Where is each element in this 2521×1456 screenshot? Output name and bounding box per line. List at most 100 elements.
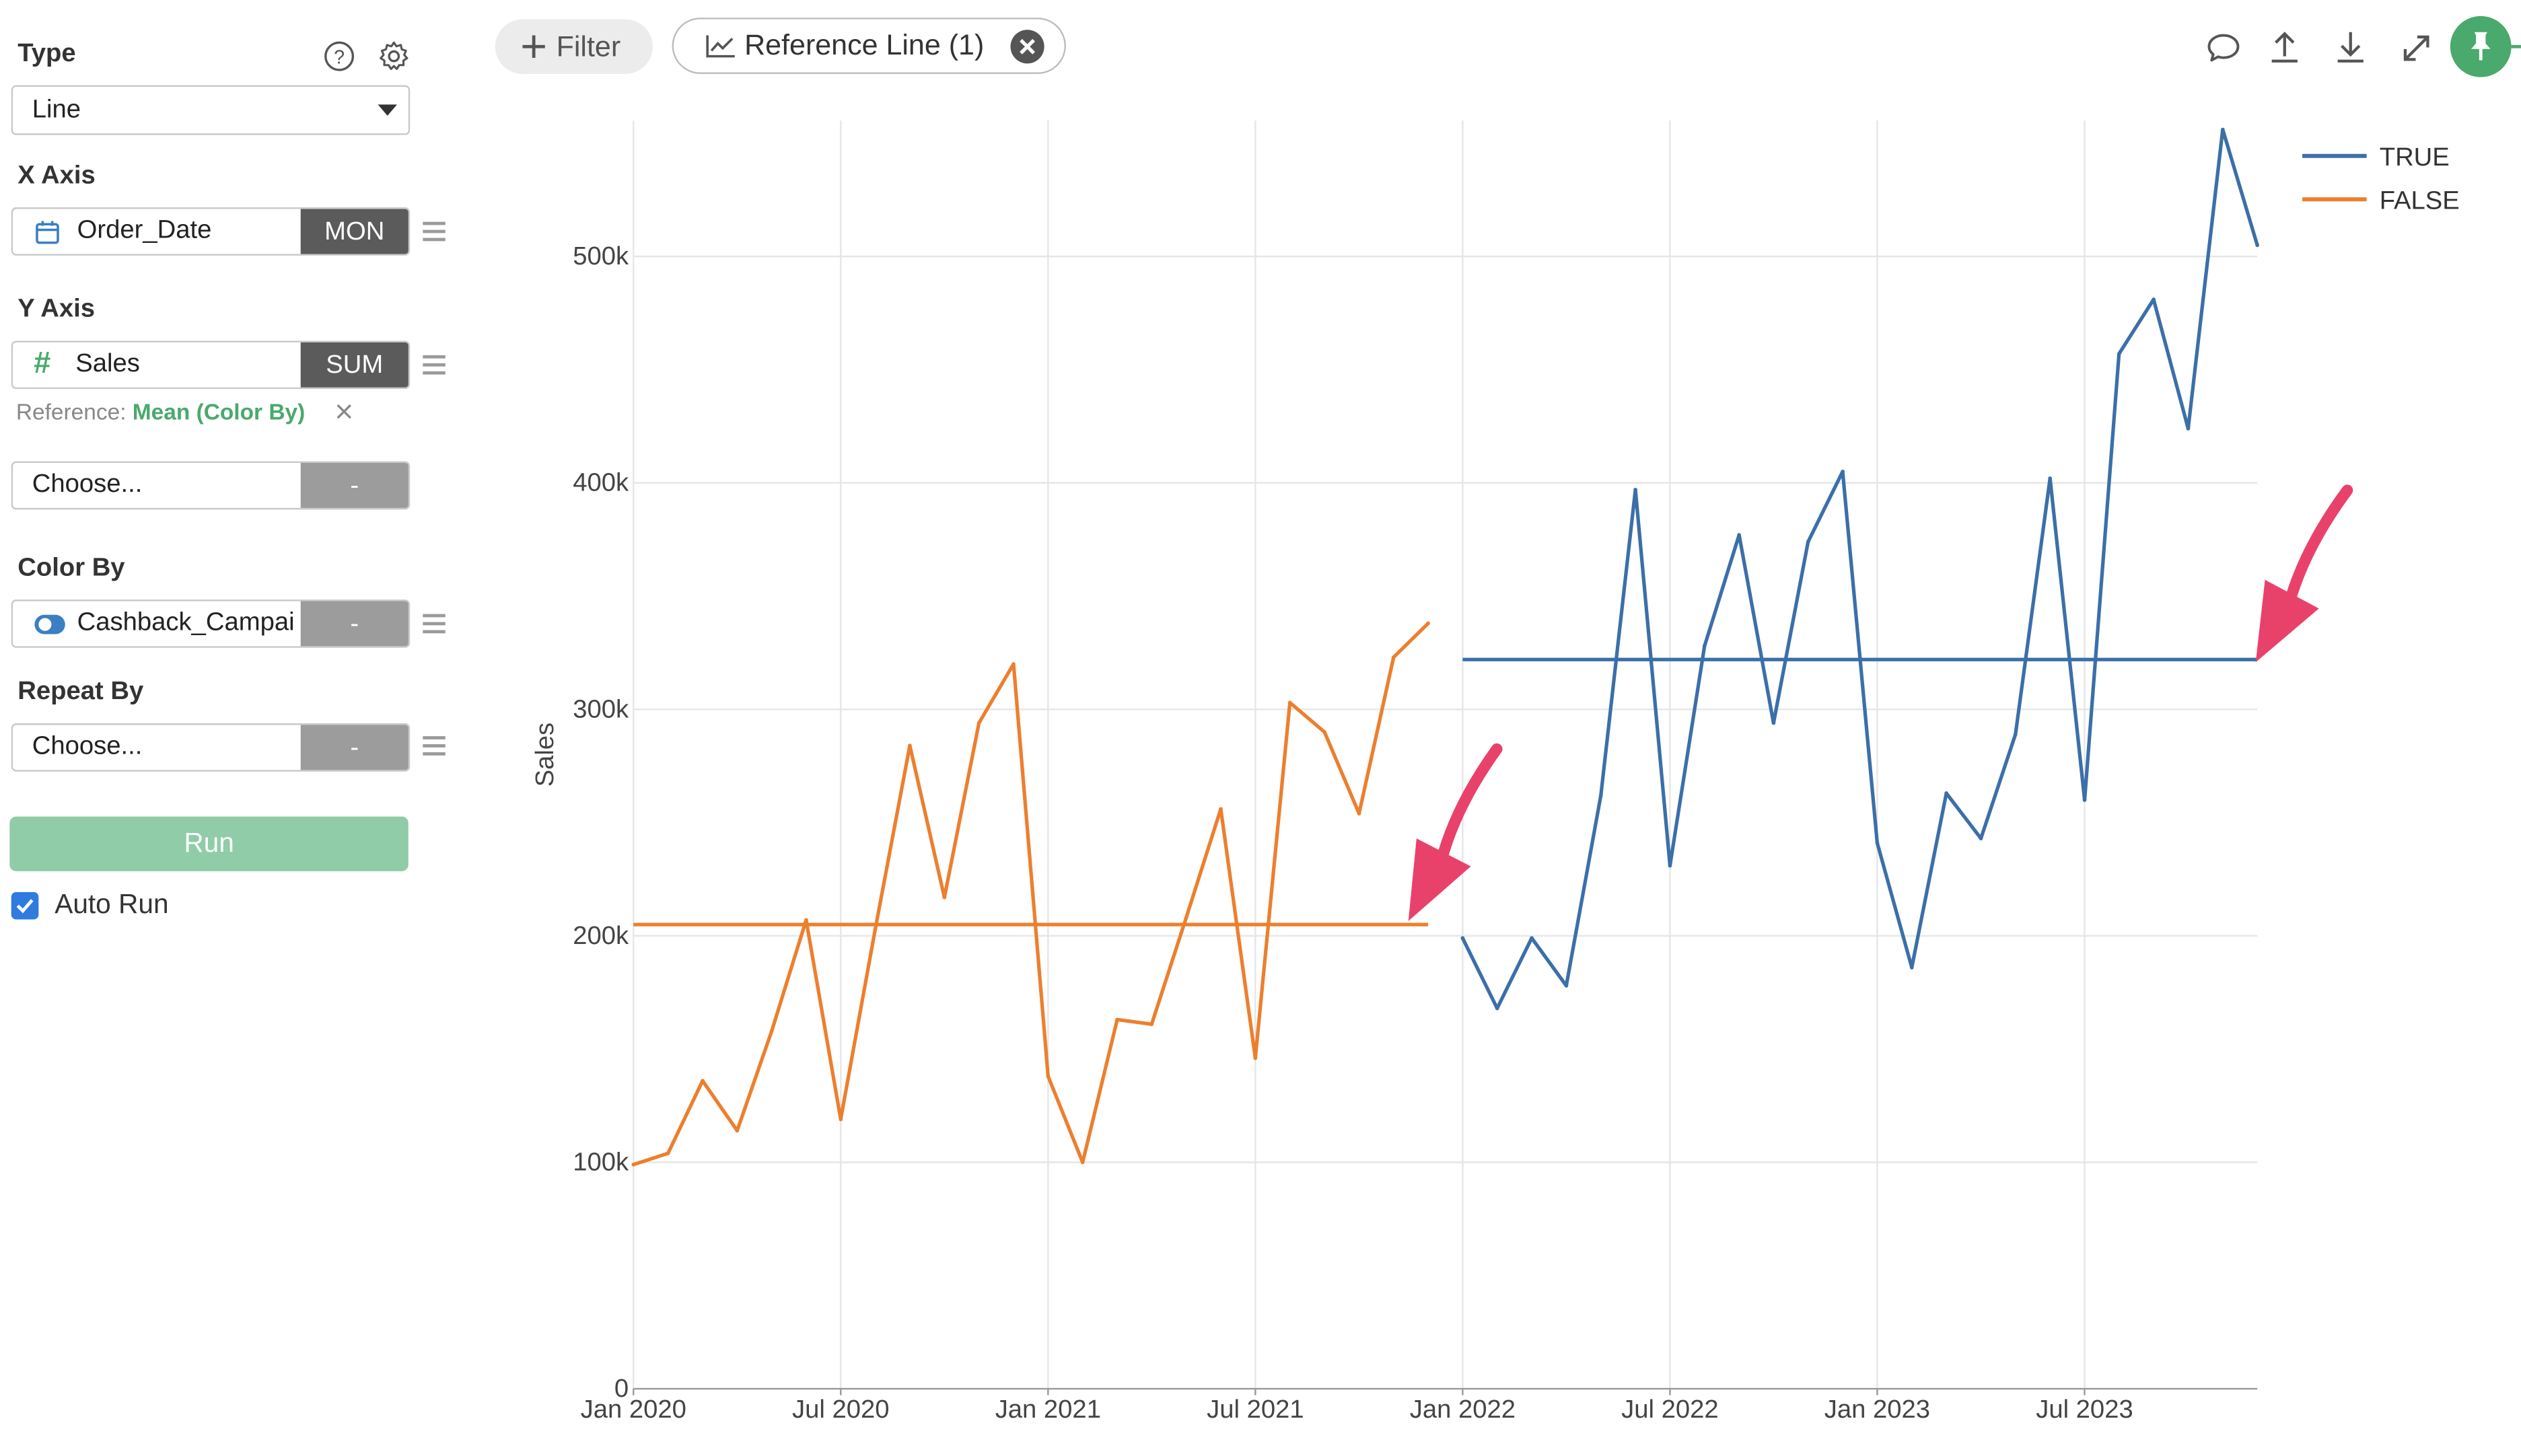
y-axis-field[interactable]: # Sales SUM (11, 340, 411, 390)
data-point (1530, 936, 1534, 941)
x-tick-label: Jan 2023 (1824, 1395, 1930, 1424)
data-point (1909, 966, 1914, 970)
y-axis-section-title: Y Axis (17, 295, 96, 324)
boolean-toggle-icon (34, 614, 65, 634)
data-point (769, 1029, 774, 1033)
repeat-by-field[interactable]: Choose... - (11, 723, 411, 772)
data-point (1184, 916, 1188, 920)
help-circle-icon[interactable]: ? (323, 40, 355, 73)
pin-icon (2471, 32, 2491, 61)
remove-reference-icon[interactable] (336, 404, 352, 420)
upload-icon[interactable] (2265, 28, 2304, 66)
data-point (977, 721, 981, 725)
data-point (1115, 1017, 1119, 1022)
type-section-title: Type (17, 40, 76, 68)
y-axis-second-aggregation[interactable]: - (300, 463, 409, 508)
reference-value-link[interactable]: Mean (Color By) (132, 398, 306, 425)
data-point (2048, 476, 2052, 480)
y-axis-menu-icon[interactable] (423, 355, 446, 375)
data-point (1633, 487, 1637, 492)
y-axis-aggregation[interactable]: SUM (300, 342, 409, 388)
data-point (631, 1163, 636, 1167)
color-by-field-label: Cashback_Campai (77, 609, 295, 637)
data-point (873, 926, 878, 931)
color-by-menu-icon[interactable] (423, 614, 446, 634)
chart-type-select[interactable]: Line (11, 85, 411, 135)
annotation-arrow-true-head (2255, 579, 2319, 663)
x-axis-aggregation[interactable]: MON (300, 209, 409, 254)
x-axis-section-title: X Axis (17, 162, 96, 190)
y-tick-label: 200k (573, 921, 629, 950)
x-tick-label: Jul 2022 (1621, 1395, 1719, 1424)
auto-run-label: Auto Run (55, 889, 169, 920)
filter-label: Filter (556, 30, 621, 63)
x-axis-field-label: Order_Date (77, 217, 212, 245)
annotation-arrow-false-shaft (1437, 743, 1503, 859)
y-axis-title: Sales (530, 723, 559, 787)
data-point (1460, 936, 1465, 941)
reference-line-chip[interactable]: Reference Line (1) (672, 17, 1066, 74)
data-point (1253, 1056, 1258, 1060)
expand-icon[interactable] (2397, 29, 2436, 67)
data-point (839, 1117, 843, 1122)
data-point (1426, 621, 1430, 626)
data-point (804, 918, 808, 922)
add-filter-button[interactable]: Filter (495, 19, 653, 74)
comment-icon[interactable] (2204, 29, 2242, 67)
y-tick-label: 100k (573, 1147, 629, 1176)
repeat-by-aggregation[interactable]: - (300, 725, 409, 770)
data-point (1357, 811, 1361, 816)
repeat-by-section-title: Repeat By (17, 678, 144, 706)
chart-type-value: Line (32, 96, 81, 124)
calendar-icon (36, 221, 59, 244)
data-point (1564, 984, 1569, 988)
data-point (2255, 243, 2260, 248)
pin-button-edge (2511, 44, 2521, 48)
x-tick-label: Jul 2023 (2036, 1395, 2133, 1424)
download-icon[interactable] (2331, 28, 2370, 66)
x-axis-field[interactable]: Order_Date MON (11, 207, 411, 256)
data-point (2082, 798, 2087, 802)
data-point (1841, 470, 1845, 474)
reference-chip-label: Reference Line (1) (744, 29, 985, 61)
data-point (2152, 297, 2156, 301)
data-point (908, 743, 912, 748)
gear-icon[interactable] (378, 40, 410, 73)
x-axis-menu-icon[interactable] (423, 221, 446, 242)
caret-down-icon (378, 104, 398, 116)
y-tick-label: 0 (614, 1374, 629, 1403)
y-axis-second-field[interactable]: Choose... - (11, 461, 411, 510)
data-point (1944, 791, 1948, 795)
data-point (735, 1128, 740, 1133)
data-point (1598, 793, 1603, 798)
data-point (1046, 1074, 1051, 1079)
color-by-aggregation[interactable]: - (300, 601, 409, 647)
color-by-section-title: Color By (17, 554, 125, 582)
data-point (942, 895, 947, 900)
data-point (1149, 1022, 1154, 1027)
number-hash-icon: # (34, 347, 51, 381)
pin-button[interactable] (2450, 15, 2512, 77)
data-point (1219, 807, 1223, 811)
data-point (1080, 1160, 1085, 1165)
run-button[interactable]: Run (9, 816, 409, 871)
repeat-by-field-label: Choose... (32, 733, 143, 760)
x-tick-label: Jan 2021 (995, 1395, 1101, 1424)
data-point (666, 1151, 670, 1155)
close-circle-icon[interactable] (1009, 29, 1045, 65)
svg-text:?: ? (334, 46, 345, 68)
legend-label-true: TRUE (2380, 143, 2450, 172)
x-tick-label: Jul 2020 (792, 1395, 889, 1424)
data-point (1737, 533, 1741, 538)
repeat-by-menu-icon[interactable] (423, 736, 446, 756)
line-chart-icon (706, 35, 735, 58)
color-by-field[interactable]: Cashback_Campai - (11, 599, 411, 648)
data-point (2186, 427, 2191, 431)
legend-label-false: FALSE (2380, 186, 2460, 215)
data-point (1875, 841, 1880, 845)
annotation-arrow-true-shaft (2286, 484, 2353, 600)
auto-run-checkbox[interactable] (11, 891, 39, 920)
x-tick-label: Jan 2020 (581, 1395, 686, 1424)
data-point (1979, 836, 1983, 841)
